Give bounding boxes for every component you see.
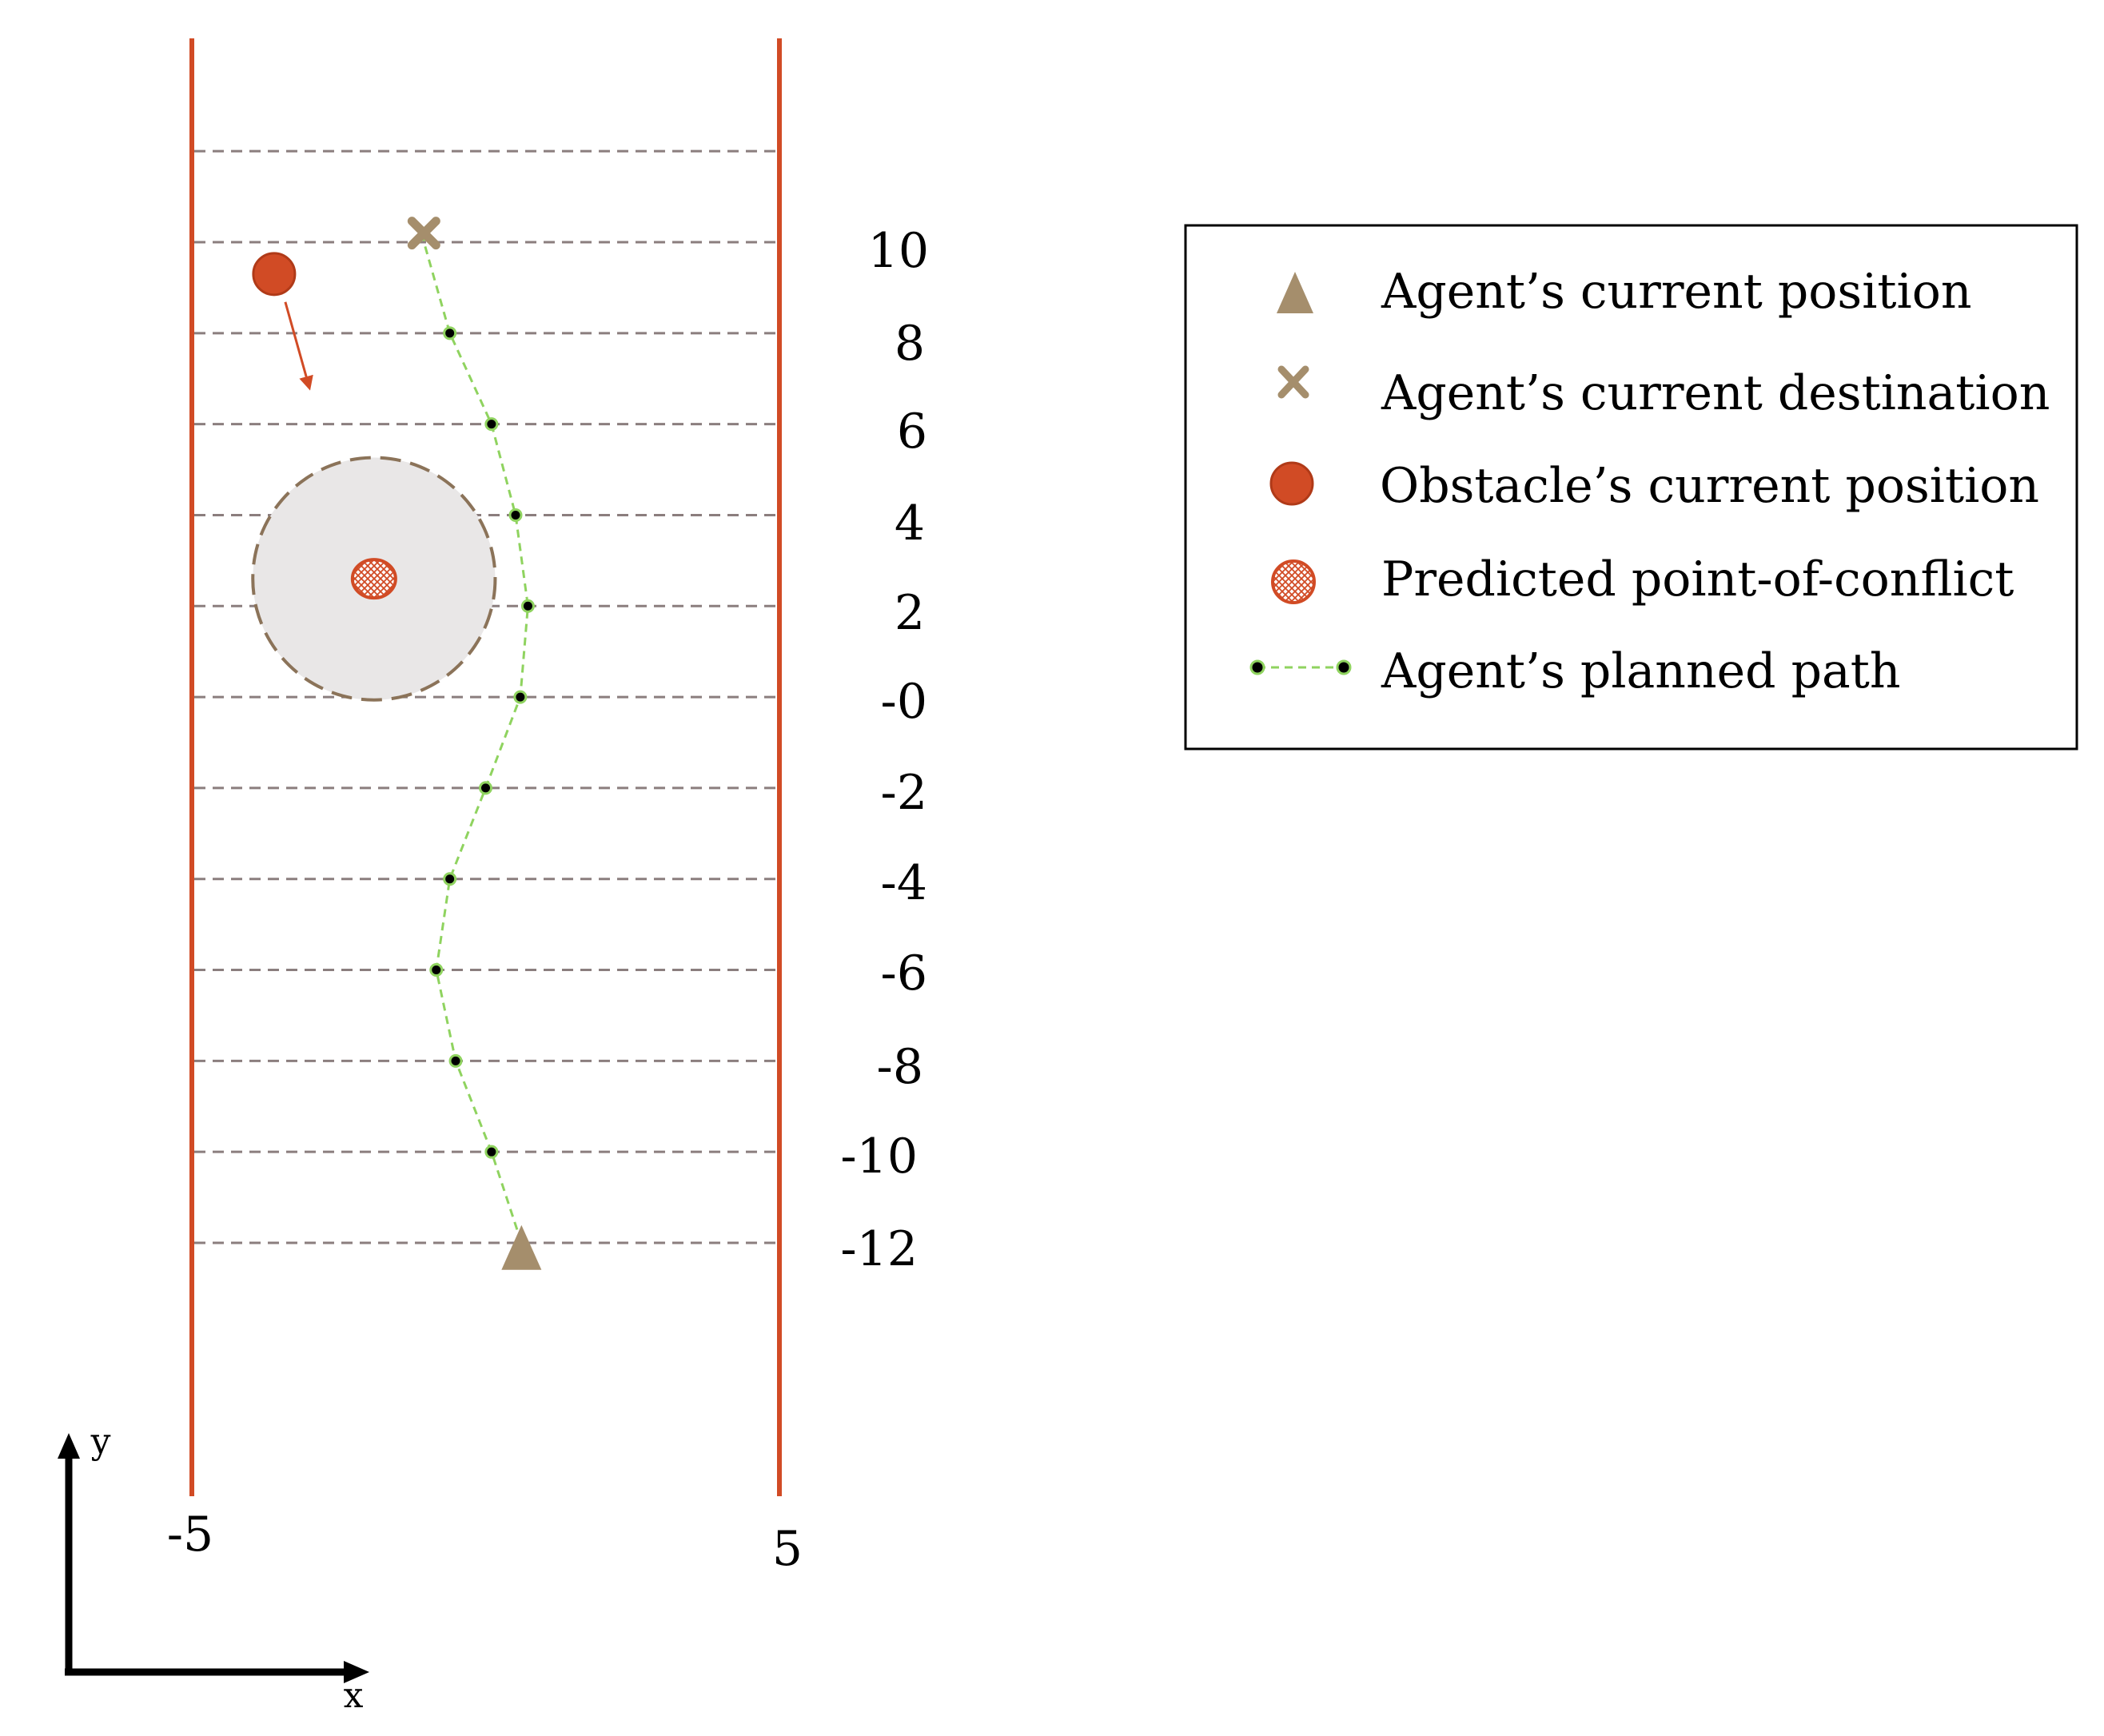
legend-label-agent: Agent’s current position [1381, 264, 1971, 320]
path-waypoint [508, 508, 523, 522]
y-axis-label: y [90, 1421, 111, 1462]
row-label: -2 [881, 765, 927, 821]
path-waypoint [448, 1053, 463, 1068]
legend-label-obstacle: Obstacle’s current position [1380, 458, 2039, 514]
legend-path-icon [1249, 659, 1352, 675]
row-label: 6 [897, 404, 927, 460]
legend-destination-icon [1277, 365, 1309, 399]
path-waypoint [429, 963, 444, 977]
row-label: -0 [881, 674, 927, 730]
obstacle-marker [252, 252, 297, 297]
row-label: 8 [895, 316, 925, 372]
row-label: -8 [877, 1039, 923, 1095]
path-waypoint [443, 326, 457, 340]
row-label: 2 [895, 585, 925, 641]
row-label: 10 [868, 223, 929, 279]
path-waypoint [479, 781, 492, 795]
path-waypoint [443, 872, 457, 886]
predicted-conflict-point [350, 558, 397, 600]
left-wall-label: -5 [167, 1507, 213, 1563]
planned-path-line [422, 233, 529, 1248]
row-label: -10 [840, 1129, 918, 1185]
agent-marker [501, 1224, 542, 1270]
path-waypoint [484, 1145, 499, 1159]
row-label: -12 [840, 1221, 918, 1277]
obstacle-motion-arrow [284, 301, 313, 391]
row-label: -6 [881, 946, 927, 1001]
row-label: 4 [895, 496, 925, 551]
x-axis-label: x [344, 1675, 364, 1716]
row-label: -4 [881, 855, 927, 911]
legend-label-path: Agent’s planned path [1381, 643, 1901, 699]
path-waypoint [513, 690, 528, 704]
legend-obstacle-icon [1269, 461, 1314, 506]
legend-agent-icon [1277, 272, 1313, 313]
legend-box [1184, 224, 2078, 751]
legend-conflict-icon [1271, 559, 1316, 604]
legend-label-conflict: Predicted point-of-conflict [1381, 551, 2014, 607]
destination-marker [407, 217, 440, 250]
legend-label-destination: Agent’s current destination [1381, 365, 2050, 421]
lane-grid-lines [194, 149, 777, 1244]
path-waypoint [484, 417, 499, 432]
path-waypoint [520, 599, 535, 613]
right-wall-label: 5 [772, 1521, 803, 1577]
axes-indicator: y x [58, 1421, 369, 1716]
row-labels: 10 8 6 4 2 -0 -2 -4 -6 -8 -10 -12 [840, 223, 929, 1277]
planned-path-waypoints [429, 326, 535, 1159]
legend: Agent’s current position Agent’s current… [1184, 224, 2078, 751]
